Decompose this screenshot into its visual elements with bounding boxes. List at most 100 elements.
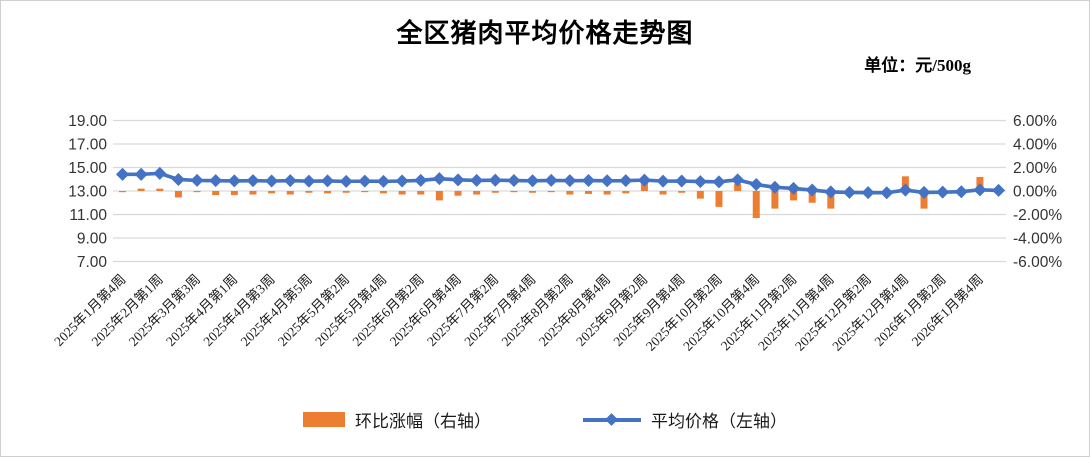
bar [808, 191, 816, 203]
legend-label: 平均价格（左轴） [651, 412, 787, 431]
line-point [842, 185, 856, 199]
bar [361, 191, 369, 193]
line-point [898, 183, 912, 197]
bar [473, 191, 481, 195]
bar [454, 191, 462, 196]
bar [622, 191, 630, 194]
bar [268, 191, 276, 194]
svg-text:13.00: 13.00 [68, 184, 107, 201]
line-point [600, 174, 614, 188]
legend-item-bar-series: 环比涨幅（右轴） [303, 407, 491, 432]
svg-text:-6.00%: -6.00% [1013, 254, 1062, 271]
bar [510, 191, 518, 193]
line-point [339, 174, 353, 188]
legend-item-line-series: 平均价格（左轴） [583, 407, 787, 432]
line-point [768, 180, 782, 194]
line-point [824, 185, 838, 199]
bar [920, 191, 928, 209]
line-point [171, 172, 185, 186]
line-point [936, 185, 950, 199]
line-point [414, 173, 428, 187]
line-point [209, 174, 223, 188]
right-axis-labels: 6.00% 4.00% 2.00% 0.00% -2.00% -4.00% -6.00% [1013, 113, 1062, 271]
line-point [731, 173, 745, 187]
svg-text:7.00: 7.00 [77, 254, 108, 271]
bar [696, 191, 704, 199]
line-point [805, 183, 819, 197]
line-point [432, 172, 446, 186]
bar [286, 191, 294, 195]
svg-text:15.00: 15.00 [68, 160, 107, 177]
line-point [283, 174, 297, 188]
line-point [265, 174, 279, 188]
left-axis-labels: 19.00 17.00 15.00 13.00 11.00 9.00 7.00 [68, 113, 107, 271]
bar [603, 191, 611, 195]
unit-label: 单位：元/500g [864, 56, 971, 75]
line-point [917, 185, 931, 199]
bar [324, 191, 332, 194]
bar [790, 191, 798, 201]
line-point [115, 167, 130, 181]
svg-text:19.00: 19.00 [68, 113, 107, 130]
bar [342, 191, 350, 193]
bar [119, 191, 126, 193]
line-point [395, 174, 409, 188]
svg-text:9.00: 9.00 [77, 231, 108, 248]
line-point [302, 174, 316, 188]
line-point [581, 174, 596, 188]
line-point [153, 166, 167, 180]
bar [659, 191, 667, 195]
bar [174, 191, 182, 198]
line-point [973, 183, 987, 197]
bar [771, 191, 779, 209]
chart-title: 全区猪肉平均价格走势图 [396, 19, 694, 48]
bar [305, 191, 313, 193]
line-point [712, 175, 726, 189]
svg-text:17.00: 17.00 [68, 137, 107, 154]
x-axis-labels: 2025年1月第4周2025年2月第1周2025年3月第3周2025年4月第1周… [50, 271, 986, 354]
line-point [488, 173, 502, 187]
line-point [227, 174, 241, 188]
bar [715, 191, 723, 207]
bar [734, 183, 742, 191]
svg-text:2.00%: 2.00% [1013, 160, 1057, 177]
line-point [861, 186, 875, 200]
bar [435, 191, 443, 201]
line-point [637, 173, 651, 187]
bar [417, 191, 425, 195]
line-point [507, 174, 521, 188]
line-point [358, 174, 372, 188]
bar [752, 191, 760, 219]
line-point [470, 173, 484, 187]
line-point [563, 174, 577, 188]
line-point [526, 174, 540, 188]
line-point [451, 173, 465, 187]
line-point [190, 173, 204, 187]
svg-text:6.00%: 6.00% [1013, 113, 1057, 130]
line-point [619, 174, 633, 188]
bar [640, 182, 648, 191]
bar [379, 191, 387, 194]
line-point [954, 185, 968, 199]
bar [156, 188, 164, 191]
bar [827, 191, 835, 209]
bar [398, 191, 406, 195]
bar-series-swatch-icon [303, 412, 345, 427]
line-point [376, 174, 390, 188]
line-point [321, 174, 335, 188]
line-point [880, 186, 894, 200]
svg-text:-4.00%: -4.00% [1013, 231, 1062, 248]
bar [566, 191, 574, 195]
bar [193, 191, 201, 193]
legend-label: 环比涨幅（右轴） [355, 412, 491, 431]
bar [547, 191, 555, 193]
line-point [675, 174, 689, 188]
svg-text:11.00: 11.00 [69, 207, 107, 224]
svg-text:0.00%: 0.00% [1013, 184, 1057, 201]
bar [230, 191, 238, 196]
svg-text:-2.00%: -2.00% [1013, 207, 1062, 224]
line-series-swatch-icon [583, 412, 641, 426]
svg-text:4.00%: 4.00% [1013, 137, 1057, 154]
